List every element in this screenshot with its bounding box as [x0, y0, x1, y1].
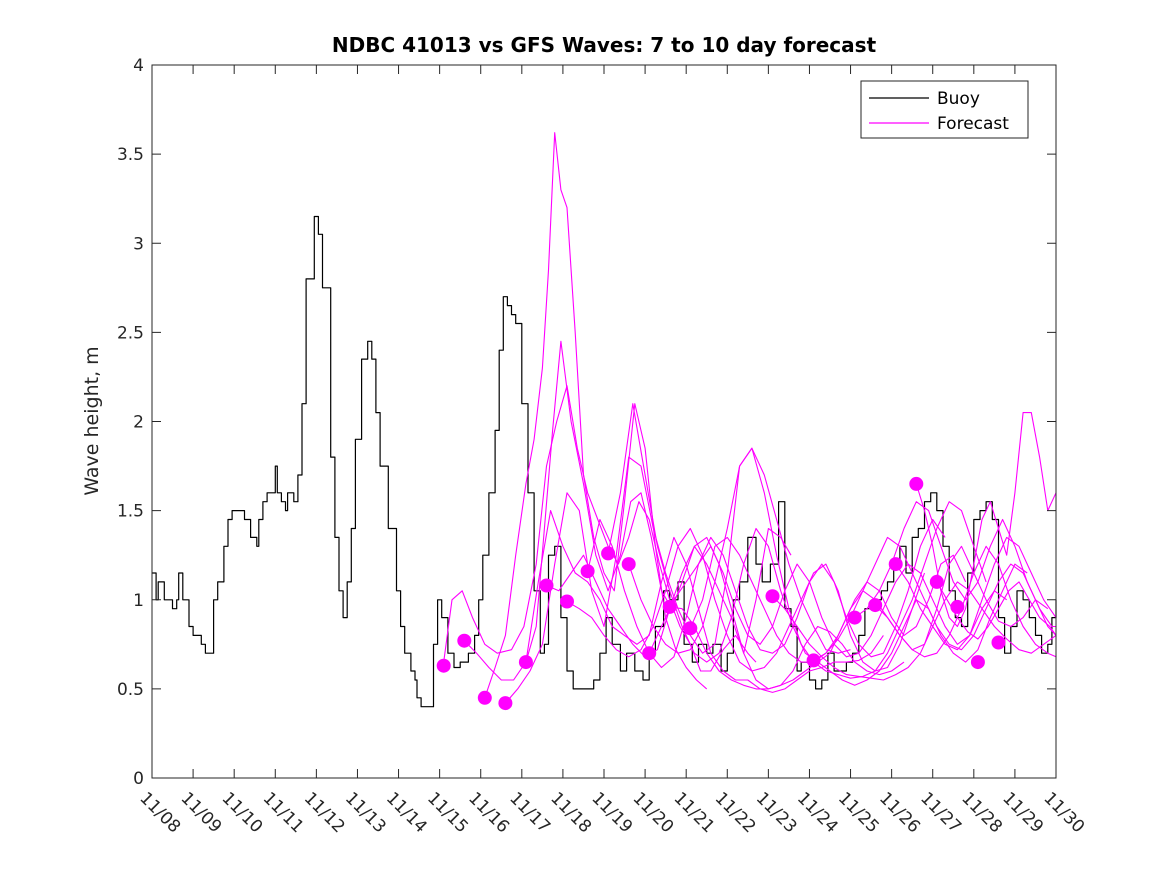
chart-title: NDBC 41013 vs GFS Waves: 7 to 10 day for… [332, 33, 877, 57]
forecast-series-line [607, 403, 967, 663]
forecast-marker [518, 655, 533, 670]
forecast-marker [847, 610, 862, 625]
buoy-series-line [152, 215, 1057, 708]
forecast-marker [868, 598, 883, 613]
forecast-series-line [628, 447, 987, 679]
forecast-series-line [648, 545, 1008, 658]
y-tick-label: 1 [133, 591, 144, 611]
forecast-marker [662, 599, 677, 614]
legend-label: Buoy [937, 89, 980, 109]
forecast-marker [929, 574, 944, 589]
y-tick-label: 2 [133, 413, 144, 433]
forecast-marker [888, 557, 903, 572]
forecast-marker [909, 476, 924, 491]
forecast-series-line [669, 563, 1028, 690]
forecast-series-line [504, 447, 851, 704]
legend-box [860, 80, 1029, 139]
forecast-marker [683, 621, 698, 636]
forecast-marker [621, 557, 636, 572]
forecast-series-line [854, 501, 1056, 628]
forecast-series-line [813, 536, 1057, 661]
forecast-series-line [772, 581, 1057, 681]
y-axis-label: Wave height, m [81, 346, 103, 495]
y-tick-label: 4 [133, 56, 144, 76]
forecast-series-line [443, 385, 757, 672]
forecast-series-line [874, 545, 1057, 658]
forecast-marker [498, 696, 513, 711]
y-tick-label: 0.5 [117, 680, 144, 700]
forecast-marker [580, 564, 595, 579]
legend: Buoy Forecast [860, 80, 1029, 139]
forecast-marker [560, 594, 574, 609]
forecast-marker [457, 633, 472, 648]
forecast-series-line [566, 527, 926, 672]
y-tick-label: 0 [133, 769, 144, 789]
forecast-series-line [936, 581, 1057, 640]
y-tick-label: 2.5 [117, 323, 144, 343]
forecast-marker [477, 690, 492, 705]
forecast-marker [950, 599, 965, 614]
forecast-series-line [895, 536, 1057, 651]
plot-area [152, 65, 1056, 778]
forecast-series-line [546, 536, 905, 690]
y-tick-label: 1.5 [117, 502, 144, 522]
y-tick-label: 3 [133, 234, 144, 254]
y-tick-label: 3.5 [117, 145, 144, 165]
forecast-marker [970, 655, 985, 670]
forecast-marker [806, 653, 821, 668]
forecast-markers [436, 476, 1006, 711]
forecast-marker [539, 578, 554, 593]
forecast-marker [436, 658, 451, 673]
forecast-marker [991, 635, 1006, 650]
forecast-marker [601, 546, 616, 561]
forecast-marker [642, 646, 657, 661]
forecast-marker [765, 589, 780, 604]
legend-label: Forecast [937, 114, 1009, 134]
